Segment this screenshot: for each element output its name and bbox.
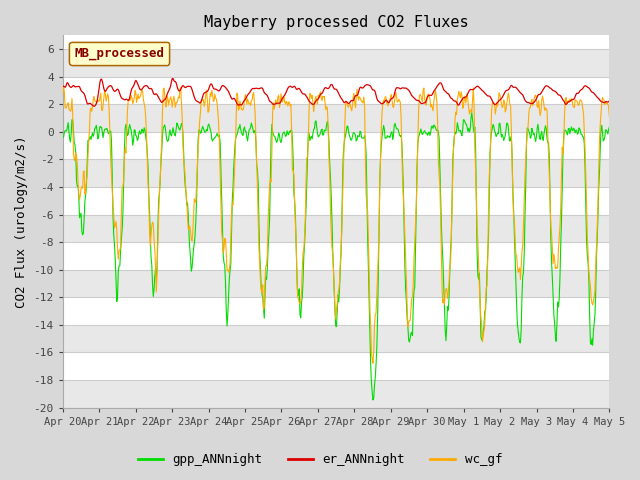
Bar [63, 325, 609, 352]
Legend: gpp_ANNnight, er_ANNnight, wc_gf: gpp_ANNnight, er_ANNnight, wc_gf [132, 448, 508, 471]
Legend: MB_processed: MB_processed [69, 42, 169, 65]
Bar [63, 215, 609, 242]
Y-axis label: CO2 Flux (urology/m2/s): CO2 Flux (urology/m2/s) [15, 135, 28, 308]
Bar [63, 49, 609, 77]
Bar [63, 159, 609, 187]
Bar [63, 270, 609, 297]
Bar [63, 380, 609, 408]
Bar [63, 104, 609, 132]
Title: Mayberry processed CO2 Fluxes: Mayberry processed CO2 Fluxes [204, 15, 468, 30]
